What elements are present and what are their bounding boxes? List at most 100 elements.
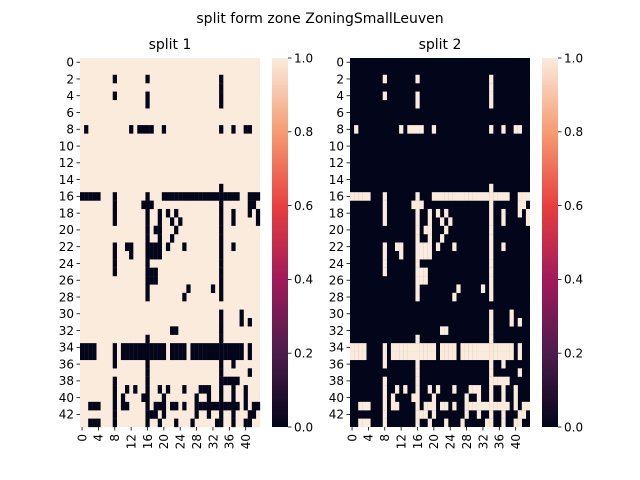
- panel2-y-tick-label: 30: [329, 307, 344, 321]
- panel2-heatmap-cell: [517, 410, 522, 419]
- panel1-heatmap-cell: [219, 368, 224, 377]
- panel2-heatmap-cell: [513, 401, 518, 411]
- panel2-heatmap-cell: [399, 351, 404, 361]
- panel1-heatmap-cell: [227, 401, 232, 411]
- panel2-heatmap-cell: [489, 208, 494, 218]
- panel2-heatmap-cell: [382, 242, 387, 252]
- panel2-heatmap-cell: [444, 401, 449, 411]
- panel1-y-tick-label: 0: [66, 55, 74, 69]
- panel2-heatmap-cell: [468, 192, 473, 201]
- panel2-heatmap-cell: [448, 192, 453, 201]
- panel1-heatmap-cell: [239, 343, 244, 352]
- panel1-y-tick-label: 12: [59, 156, 74, 170]
- panel2-heatmap-cell: [382, 376, 387, 386]
- panel1-heatmap-cell: [137, 125, 142, 134]
- panel2-heatmap-cell: [505, 401, 510, 411]
- panel1-heatmap-cell: [153, 343, 158, 352]
- panel2-heatmap-cell: [497, 343, 502, 352]
- panel2-colorbar-axis: 0.0 0.2 0.4 0.6 0.8 1.0: [558, 51, 583, 434]
- panel1-heatmap-cell: [194, 410, 199, 419]
- panel2-heatmap-cell: [485, 192, 490, 201]
- panel1-heatmap-cell: [141, 200, 146, 210]
- panel2-heatmap-cell: [489, 217, 494, 226]
- panel2-heatmap-cell: [509, 351, 514, 361]
- panel2-heatmap-cell: [485, 351, 490, 361]
- panel2-heatmap-cell: [489, 125, 494, 134]
- panel1-heatmap-cell: [219, 192, 224, 201]
- panel2-heatmap-cell: [472, 343, 477, 352]
- panel1-heatmap-cell: [198, 192, 203, 201]
- panel1-heatmap-cell: [243, 393, 248, 402]
- panel2-heatmap-cell: [444, 418, 449, 428]
- panel2-heatmap-cell: [407, 351, 412, 361]
- panel2-heatmap-cell: [513, 418, 518, 428]
- panel1-colorbar-tick-label: 1.0: [294, 51, 313, 65]
- panel2-heatmap-cell: [415, 284, 420, 293]
- panel2-heatmap-cell: [489, 351, 494, 361]
- panel1-heatmap-cell: [88, 192, 93, 201]
- panel2-heatmap-cell: [493, 401, 498, 411]
- panel1-y-tick-label: 6: [66, 106, 74, 120]
- panel1-heatmap-cell: [190, 418, 195, 428]
- panel2-heatmap-cell: [525, 401, 531, 411]
- panel1-heatmap-cell: [243, 401, 248, 411]
- panel2-heatmap-cell: [419, 125, 424, 134]
- panel1-heatmap-cell: [223, 192, 228, 201]
- panel2-heatmap-cell: [489, 192, 494, 201]
- panel2-heatmap-cell: [415, 91, 420, 101]
- panel2-heatmap-cell: [497, 351, 502, 361]
- panel1-heatmap-cell: [219, 225, 224, 235]
- panel1-heatmap-cell: [153, 410, 158, 419]
- panel1-y-tick-label: 36: [59, 357, 74, 371]
- panel2-heatmap-cell: [501, 410, 506, 419]
- panel1-heatmap-cell: [243, 418, 248, 428]
- panel1-heatmap-cell: [174, 208, 179, 218]
- panel1-heatmap-cell: [210, 343, 216, 352]
- panel2-heatmap-cell: [395, 401, 400, 411]
- panel2-heatmap-cell: [513, 385, 518, 394]
- panel2-colorbar-tick-label: 0.0: [564, 420, 583, 434]
- panel1-heatmap-cell: [227, 343, 232, 352]
- panel2-heatmap-cell: [415, 401, 420, 411]
- panel2-heatmap-cell: [501, 351, 506, 361]
- panel1-heatmap-cell: [129, 250, 134, 260]
- panel2-heatmap-cell: [382, 267, 387, 277]
- panel2-heatmap-cell: [399, 242, 404, 252]
- panel2-heatmap-cell: [362, 192, 367, 201]
- panel1-heatmap-cell: [231, 217, 236, 226]
- panel2-heatmap-cell: [489, 259, 494, 268]
- panel2-heatmap-cell: [460, 343, 465, 352]
- panel2-heatmap-cell: [362, 351, 367, 361]
- panel1-heatmap: [80, 58, 261, 428]
- panel2-heatmap-cell: [493, 351, 498, 361]
- panel1-heatmap-cell: [145, 385, 150, 394]
- panel2-y-tick-label: 40: [329, 391, 344, 405]
- panel1-heatmap-cell: [215, 418, 220, 428]
- panel2-heatmap-cell: [501, 208, 506, 218]
- panel2-x-tick-label: 4: [362, 434, 376, 442]
- panel1-heatmap-cell: [194, 192, 199, 201]
- panel1-title: split 1: [149, 37, 192, 53]
- panel1-heatmap-cell: [223, 401, 228, 411]
- panel1-heatmap-cell: [157, 351, 162, 361]
- panel1-heatmap-cell: [88, 343, 93, 352]
- panel1-heatmap-cell: [251, 200, 257, 210]
- panel2-heatmap-cell: [485, 418, 490, 428]
- panel2-x-tick-label: 24: [444, 434, 458, 449]
- panel1-heatmap-cell: [190, 192, 195, 201]
- panel1-heatmap-cell: [219, 385, 224, 394]
- panel1-heatmap-cell: [251, 401, 257, 411]
- panel1-heatmap-cell: [157, 401, 162, 411]
- panel1-heatmap-cell: [84, 125, 89, 134]
- panel2-heatmap-cell: [399, 343, 404, 352]
- panel1-heatmap-cell: [198, 343, 203, 352]
- panel2-heatmap-cell: [382, 250, 387, 260]
- panel1-heatmap-cell: [174, 351, 179, 361]
- panel1-heatmap-cell: [198, 401, 203, 411]
- panel2-x-tick-label: 16: [411, 434, 425, 449]
- panel1-heatmap-cell: [206, 343, 212, 352]
- panel1-heatmap-cell: [145, 225, 150, 235]
- panel2-heatmap-cell: [468, 343, 473, 352]
- panel2-heatmap-cell: [464, 401, 469, 411]
